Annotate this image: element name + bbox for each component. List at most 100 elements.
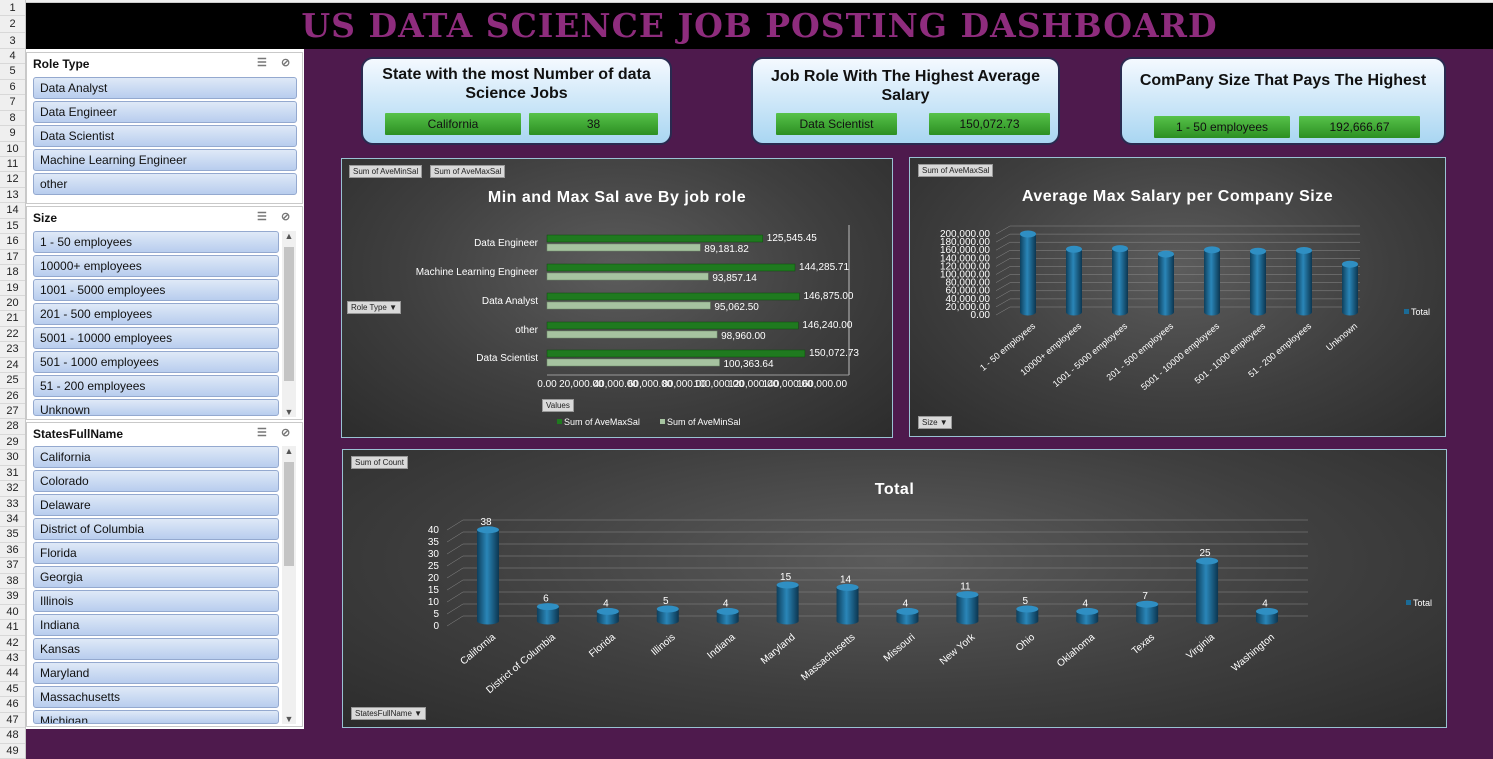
cylinder-body xyxy=(1076,611,1099,625)
data-label: 4 xyxy=(903,598,909,609)
grid-side xyxy=(995,298,1011,308)
x-tick-label: Massachusetts xyxy=(799,632,857,683)
x-tick-label: Unknown xyxy=(1324,321,1359,353)
slicer-item[interactable]: Data Analyst xyxy=(33,77,297,99)
row-number: 20 xyxy=(0,296,25,312)
data-label: 4 xyxy=(1262,598,1268,609)
slicer-item[interactable]: 1 - 50 employees xyxy=(33,231,279,253)
cylinder-body xyxy=(1112,248,1128,316)
slicer-item[interactable]: Michigan xyxy=(33,710,279,724)
x-tick-label: Indiana xyxy=(705,632,738,662)
multi-select-icon[interactable]: ☰ xyxy=(257,427,267,439)
field-button-avemax[interactable]: Sum of AveMaxSal xyxy=(918,164,994,177)
slicer-item[interactable]: 10000+ employees xyxy=(33,255,279,277)
filter-label: Role Type xyxy=(351,303,387,312)
cylinder-top xyxy=(956,591,979,599)
y-tick-label: 180,000.00 xyxy=(940,237,990,248)
row-number: 37 xyxy=(0,558,25,574)
scroll-down-icon[interactable]: ▼ xyxy=(284,407,294,417)
slicer-item[interactable]: 201 - 500 employees xyxy=(33,303,279,325)
legend-swatch xyxy=(660,419,665,424)
scroll-up-icon[interactable]: ▲ xyxy=(284,231,294,241)
row-number: 26 xyxy=(0,389,25,404)
dashboard-banner: US DATA SCIENCE JOB POSTING DASHBOARD xyxy=(26,3,1493,49)
clear-filter-icon[interactable]: ⊘ xyxy=(281,427,291,439)
role-type-filter-button[interactable]: Role Type ▼ xyxy=(347,301,402,314)
category-label: Data Scientist xyxy=(476,353,538,364)
slicer-item[interactable]: 1001 - 5000 employees xyxy=(33,279,279,301)
chart-title: Min and Max Sal ave By job role xyxy=(487,189,747,206)
min-salary-bar xyxy=(546,272,709,281)
slicer-item[interactable]: 5001 - 10000 employees xyxy=(33,327,279,349)
category-label: other xyxy=(515,325,538,336)
size-filter-button[interactable]: Size ▼ xyxy=(918,416,952,429)
grid-side xyxy=(446,519,464,531)
scroll-up-icon[interactable]: ▲ xyxy=(284,446,294,456)
category-label: Machine Learning Engineer xyxy=(416,267,539,278)
grid-side xyxy=(446,543,464,555)
slicer-item[interactable]: Kansas xyxy=(33,638,279,660)
max-salary-label: 125,545.45 xyxy=(767,233,817,244)
slicer-scrollbar[interactable]: ▲ ▼ xyxy=(282,446,296,724)
states-filter-button[interactable]: StatesFullName ▼ xyxy=(351,707,427,720)
legend-swatch xyxy=(1404,309,1409,314)
slicer-item[interactable]: Maryland xyxy=(33,662,279,684)
slicer-item[interactable]: Machine Learning Engineer xyxy=(33,149,297,171)
state-count-bar xyxy=(1016,605,1039,625)
legend-label: Total xyxy=(1413,598,1432,608)
slicer-item[interactable]: other xyxy=(33,173,297,195)
salary-by-role-chart[interactable]: Sum of AveMinSal Sum of AveMaxSal Min an… xyxy=(341,158,893,438)
min-salary-bar xyxy=(546,301,711,310)
clear-filter-icon[interactable]: ⊘ xyxy=(281,211,291,223)
field-button-count[interactable]: Sum of Count xyxy=(351,456,408,469)
jobs-by-state-chart[interactable]: Sum of Count Total StatesFullName ▼ 0 5 10… xyxy=(342,449,1447,728)
state-count-bar xyxy=(716,607,739,625)
clear-filter-icon[interactable]: ⊘ xyxy=(281,57,291,69)
values-button[interactable]: Values xyxy=(542,399,574,412)
scrollbar-thumb[interactable] xyxy=(284,247,294,381)
slicer-item[interactable]: Colorado xyxy=(33,470,279,492)
cylinder-top xyxy=(836,583,859,591)
slicer-item[interactable]: Data Engineer xyxy=(33,101,297,123)
row-number: 33 xyxy=(0,497,25,513)
cylinder-body xyxy=(1136,604,1159,625)
scroll-down-icon[interactable]: ▼ xyxy=(284,714,294,724)
slicer-item[interactable]: California xyxy=(33,446,279,468)
grid-side xyxy=(995,266,1011,275)
salary-by-size-chart[interactable]: Sum of AveMaxSal Average Max Salary per … xyxy=(909,157,1446,437)
row-number: 46 xyxy=(0,697,25,713)
slicer-item[interactable]: Illinois xyxy=(33,590,279,612)
slicer-item[interactable]: 51 - 200 employees xyxy=(33,375,279,397)
max-salary-label: 146,240.00 xyxy=(802,320,852,331)
slicer-item[interactable]: Massachusetts xyxy=(33,686,279,708)
slicer-scrollbar[interactable]: ▲ ▼ xyxy=(282,231,296,417)
slicer-item[interactable]: District of Columbia xyxy=(33,518,279,540)
cylinder-body xyxy=(596,611,619,625)
y-tick-label: 40 xyxy=(428,525,440,536)
field-button-avemin[interactable]: Sum of AveMinSal xyxy=(349,165,423,178)
chart-title: Total xyxy=(874,481,915,498)
cylinder-body xyxy=(1204,249,1220,316)
grid-side xyxy=(995,250,1011,259)
multi-select-icon[interactable]: ☰ xyxy=(257,57,267,69)
funnel-icon: ▼ xyxy=(414,709,423,718)
slicer-item[interactable]: Delaware xyxy=(33,494,279,516)
y-tick-label: 100,000.00 xyxy=(940,270,990,281)
y-tick-label: 160,000.00 xyxy=(940,245,990,256)
slicer-item[interactable]: 501 - 1000 employees xyxy=(33,351,279,373)
kpi-title: ComPany Size That Pays The Highest xyxy=(1139,72,1427,89)
field-button-avemax[interactable]: Sum of AveMaxSal xyxy=(430,165,506,178)
slicer-item[interactable]: Data Scientist xyxy=(33,125,297,147)
row-number: 4 xyxy=(0,49,25,65)
multi-select-icon[interactable]: ☰ xyxy=(257,211,267,223)
slicer-item[interactable]: Indiana xyxy=(33,614,279,636)
row-number: 32 xyxy=(0,481,25,497)
min-salary-bar xyxy=(546,330,718,339)
x-tick-label: Virginia xyxy=(1185,632,1218,662)
data-label: 38 xyxy=(480,517,492,528)
row-number: 23 xyxy=(0,342,25,358)
slicer-item[interactable]: Florida xyxy=(33,542,279,564)
scrollbar-thumb[interactable] xyxy=(284,462,294,566)
slicer-item[interactable]: Georgia xyxy=(33,566,279,588)
slicer-item[interactable]: Unknown xyxy=(33,399,279,416)
